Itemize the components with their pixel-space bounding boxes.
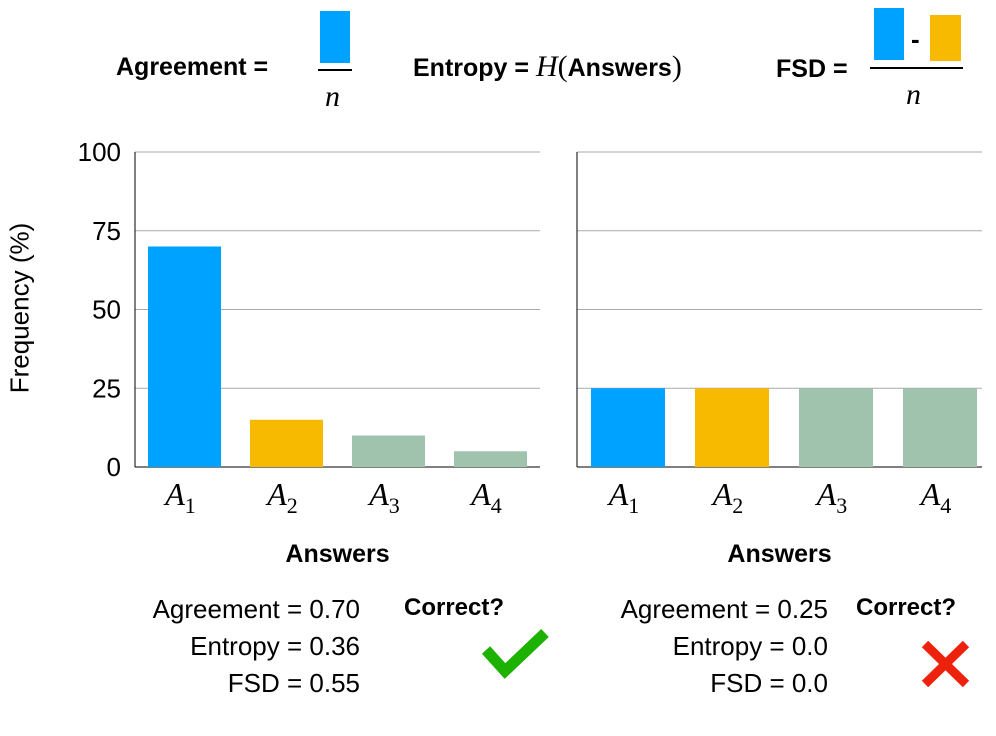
left-x-axis-label: Answers (285, 540, 390, 568)
left-y-tick-label: 25 (92, 373, 121, 403)
right-entropy-stat: Entropy = 0.0 (672, 631, 828, 661)
left-agreement-stat: Agreement = 0.70 (152, 594, 360, 624)
fsd-swatch-a1 (874, 8, 904, 60)
entropy-argument: Answers (567, 54, 672, 82)
left-bar-a2 (250, 419, 323, 467)
entropy-formula-label: Entropy = (413, 54, 529, 82)
entropy-formula: Entropy = H(Answers) (413, 50, 682, 84)
agreement-denominator: n (325, 80, 340, 113)
right-x-axis-label: Answers (727, 540, 832, 568)
right-fsd-stat: FSD = 0.0 (710, 668, 828, 698)
right-bar-a4 (903, 388, 977, 467)
fsd-denominator: n (906, 78, 921, 111)
left-x-tick-label: A1 (163, 476, 196, 518)
right-x-tick-label: A4 (919, 476, 952, 518)
entropy-close-paren: ) (671, 50, 682, 83)
right-agreement-stat: Agreement = 0.25 (620, 594, 828, 624)
left-y-tick-label: 100 (78, 137, 121, 167)
left-x-tick-label: A4 (469, 476, 502, 518)
left-fsd-stat: FSD = 0.55 (227, 668, 360, 698)
left-correct-label: Correct? (404, 594, 505, 621)
right-correct-label: Correct? (856, 594, 957, 621)
left-bar-a4 (454, 451, 527, 467)
right-x-tick-label: A1 (607, 476, 640, 518)
left-bar-a3 (352, 435, 425, 467)
fsd-formula-label: FSD = (776, 55, 848, 83)
agreement-fraction-bar (318, 69, 352, 71)
right-bar-a3 (799, 388, 873, 467)
entropy-open-paren: ( (557, 50, 568, 83)
entropy-function: H (535, 50, 558, 83)
left-y-tick-label: 0 (107, 452, 121, 482)
right-x-tick-label: A2 (711, 476, 744, 518)
left-x-tick-label: A2 (265, 476, 298, 518)
left-x-tick-label: A3 (367, 476, 400, 518)
left-bar-a1 (148, 246, 221, 467)
left-entropy-stat: Entropy = 0.36 (190, 631, 360, 661)
right-bar-a2 (695, 388, 769, 467)
agreement-numerator-swatch (320, 11, 350, 63)
agreement-formula-label: Agreement = (116, 53, 269, 81)
fsd-swatch-a2 (930, 15, 961, 61)
right-x-tick-label: A3 (815, 476, 848, 518)
left-y-tick-label: 75 (92, 216, 121, 246)
right-bar-a1 (591, 388, 665, 467)
left-y-tick-label: 50 (92, 295, 121, 325)
fsd-minus: - (911, 24, 920, 54)
fsd-fraction-bar (870, 67, 963, 69)
